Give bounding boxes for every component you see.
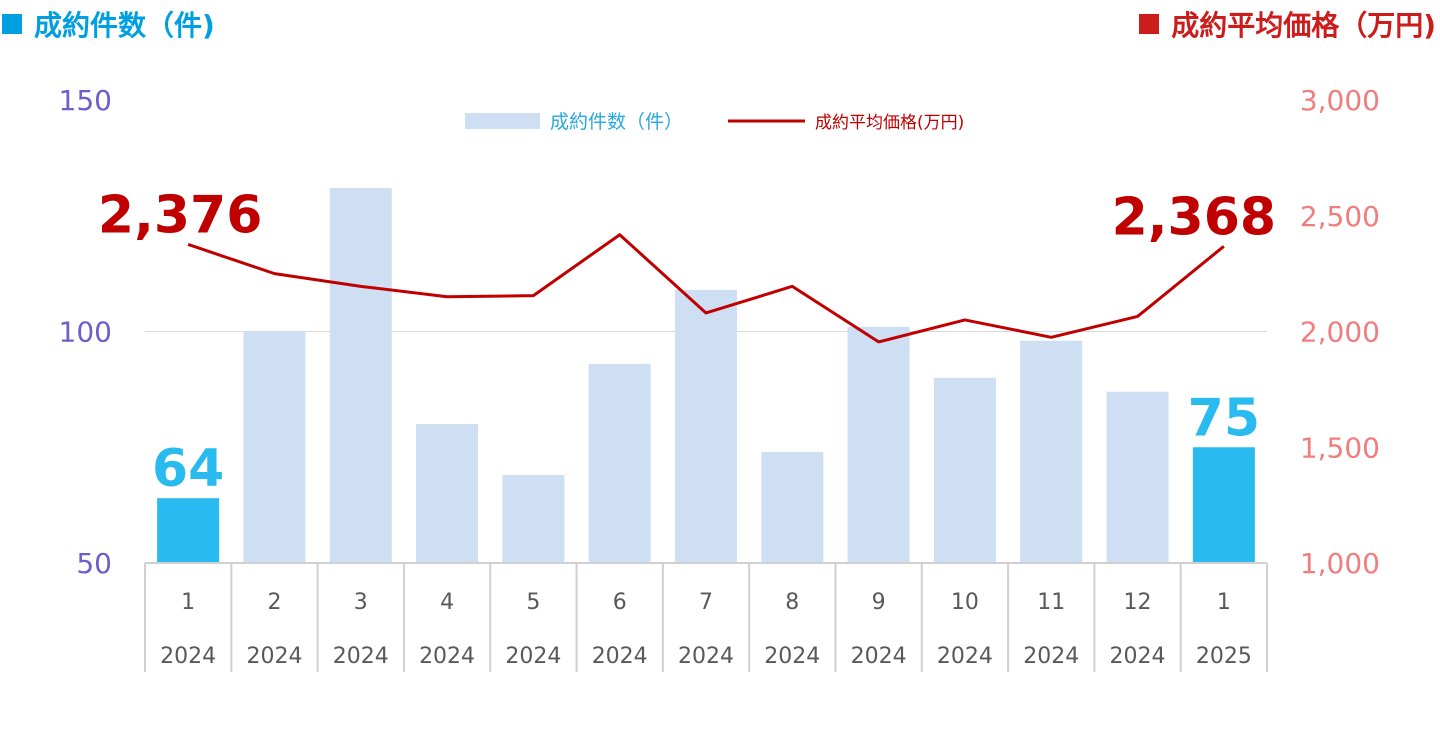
x-tick-label-month: 8: [785, 590, 799, 615]
x-tick-label-month: 7: [699, 590, 713, 615]
bar: [1106, 391, 1169, 563]
line-data-label: 2,368: [1112, 187, 1276, 247]
red-square-icon: [1139, 14, 1160, 34]
bar: [588, 363, 651, 563]
bar: [847, 326, 910, 563]
legend-bar-label: 成約件数（件）: [550, 111, 683, 133]
left-axis-tick-label: 100: [59, 316, 112, 349]
left-axis-header: 成約件数（件): [2, 4, 215, 44]
x-tick-label-month: 12: [1124, 590, 1152, 615]
x-tick-label-month: 1: [181, 590, 195, 615]
x-tick-label-month: 1: [1217, 590, 1231, 615]
blue-square-icon: [2, 14, 22, 34]
bar: [502, 475, 565, 563]
right-axis-tick-label: 2,500: [1300, 200, 1380, 233]
x-tick-label-year: 2024: [505, 644, 561, 669]
bar-data-label: 75: [1188, 388, 1260, 448]
x-tick-label-year: 2024: [246, 644, 302, 669]
x-tick-label-month: 6: [613, 590, 627, 615]
bar: [933, 377, 996, 563]
right-axis-header: 成約平均価格（万円): [1139, 4, 1436, 44]
left-axis-tick-label: 50: [76, 547, 112, 580]
x-tick-label-month: 5: [526, 590, 540, 615]
bar-data-label: 64: [152, 439, 224, 499]
x-tick-label-year: 2024: [851, 644, 907, 669]
x-tick-label-year: 2024: [592, 644, 648, 669]
right-axis-tick-label: 1,500: [1300, 431, 1380, 464]
x-tick-label-year: 2024: [333, 644, 389, 669]
x-tick-label-month: 2: [267, 590, 281, 615]
x-tick-label-year: 2024: [419, 644, 475, 669]
bar: [1020, 340, 1083, 563]
bar: [675, 289, 737, 563]
line-data-label: 2,376: [98, 185, 262, 245]
right-axis-header-label: 成約平均価格（万円): [1171, 9, 1436, 42]
x-tick-label-year: 2024: [160, 644, 216, 669]
x-tick-label-month: 3: [354, 590, 368, 615]
x-tick-label-year: 2024: [1023, 644, 1079, 669]
x-tick-label-year: 2024: [678, 644, 734, 669]
x-tick-label-month: 4: [440, 590, 454, 615]
x-tick-label-year: 2024: [764, 644, 820, 669]
right-axis-tick-label: 2,000: [1300, 316, 1380, 349]
x-tick-label-year: 2025: [1196, 644, 1252, 669]
bar: [1192, 447, 1255, 563]
bar: [761, 451, 824, 563]
bar: [416, 424, 479, 563]
x-tick-label-month: 9: [872, 590, 886, 615]
bar: [243, 331, 306, 563]
x-tick-label-year: 2024: [1110, 644, 1166, 669]
left-axis-tick-label: 150: [59, 84, 112, 117]
bar: [329, 187, 392, 563]
bar: [157, 498, 220, 563]
right-axis-tick-label: 3,000: [1300, 84, 1380, 117]
x-tick-label-month: 11: [1037, 590, 1065, 615]
left-axis-header-label: 成約件数（件): [34, 9, 215, 42]
legend-line-label: 成約平均価格(万円): [815, 113, 964, 133]
x-tick-label-month: 10: [951, 590, 979, 615]
price-line: [187, 233, 1225, 344]
right-axis-tick-label: 1,000: [1300, 547, 1380, 580]
legend-bar-swatch: [465, 113, 540, 129]
x-tick-label-year: 2024: [937, 644, 993, 669]
